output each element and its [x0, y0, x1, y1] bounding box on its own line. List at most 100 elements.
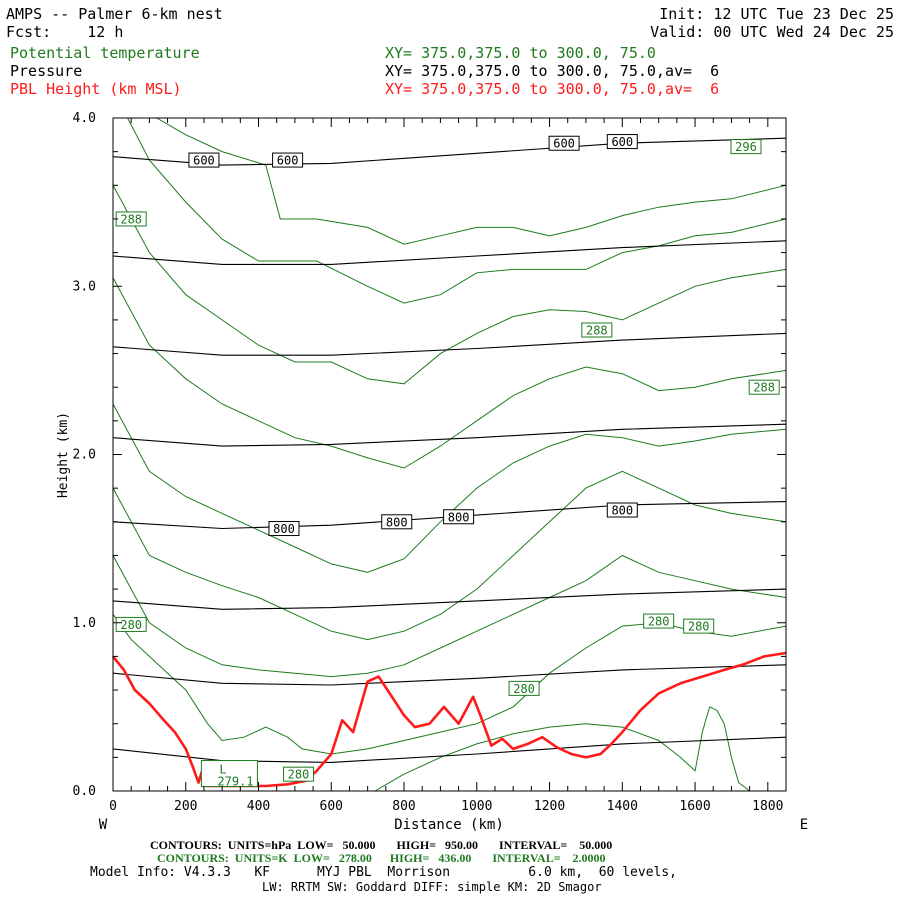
- field-name-pressure: Pressure: [10, 62, 83, 80]
- y-axis-label: Height (km): [56, 412, 71, 498]
- theta-label-5: 280: [643, 613, 675, 629]
- valid-time: Valid: 00 UTC Wed 24 Dec 25: [650, 23, 894, 41]
- pressure-label-5-box: [381, 514, 413, 530]
- theta-label-6: 280: [683, 618, 715, 634]
- theta-label-2: 288: [581, 322, 613, 338]
- x-tick-label: 200: [174, 799, 197, 814]
- pressure-contour-line-6: [112, 664, 787, 686]
- theta-label-4-box: [115, 616, 147, 632]
- pressure-label-1-text: 600: [277, 154, 299, 168]
- x-tick-label: 800: [392, 799, 415, 814]
- y-tick-label: 1.0: [73, 616, 96, 631]
- pressure-contour-line-5: [112, 588, 787, 610]
- model-info: Model Info: V4.3.3 KF MYJ PBL Morrison 6…: [90, 865, 677, 880]
- field-name-pbl: PBL Height (km MSL): [10, 80, 182, 98]
- pressure-label-4-text: 800: [273, 522, 295, 536]
- y-tick-label: 0.0: [73, 784, 96, 799]
- theta-label-4: 280: [115, 616, 147, 632]
- physics-info: LW: RRTM SW: Goddard DIFF: simple KM: 2D…: [262, 880, 602, 894]
- pressure-label-0-box: [188, 152, 220, 168]
- pbl-height-line: [111, 651, 787, 788]
- x-tick-label: 1800: [752, 799, 783, 814]
- x-tick-label: 1000: [461, 799, 492, 814]
- pressure-label-3-text: 600: [611, 135, 633, 149]
- theta-label-4-text: 280: [120, 618, 142, 632]
- pressure-label-7-text: 800: [611, 504, 633, 518]
- pressure-label-7: 800: [606, 502, 638, 518]
- theta-label-3-text: 288: [753, 381, 775, 395]
- pressure-contour-line-3: [112, 423, 787, 447]
- theta-contour-info: CONTOURS: UNITS=K LOW= 278.00 HIGH= 436.…: [157, 851, 606, 865]
- pressure-label-4: 800: [268, 521, 300, 537]
- init-time: Init: 12 UTC Tue 23 Dec 25: [659, 5, 894, 23]
- pressure-label-3: 600: [606, 134, 638, 150]
- y-tick-label: 4.0: [73, 111, 96, 126]
- plot-title: AMPS -- Palmer 6-km nest: [6, 5, 223, 23]
- theta-contour-line-1: [127, 117, 787, 304]
- theta-contour-line-5: [112, 470, 787, 641]
- x-tick-label: 1400: [607, 799, 638, 814]
- theta-label-0-box: [730, 139, 762, 155]
- x-tick-label: 600: [320, 799, 343, 814]
- theta-label-8-box: [283, 766, 315, 782]
- x-tick-label: 0: [109, 799, 117, 814]
- pressure-label-5: 800: [381, 514, 413, 530]
- theta-label-1: 288: [115, 211, 147, 227]
- theta-contour-line-7: [112, 614, 787, 755]
- x-axis-label: Distance (km): [394, 817, 504, 833]
- west-label: W: [99, 817, 108, 833]
- theta-low-letter: L: [219, 763, 226, 777]
- theta-contours: [112, 117, 787, 792]
- theta-label-5-text: 280: [648, 615, 670, 629]
- theta-label-7-text: 280: [513, 682, 535, 696]
- theta-label-7-box: [508, 680, 540, 696]
- theta-label-0-text: 296: [735, 140, 757, 154]
- pressure-label-0: 600: [188, 152, 220, 168]
- theta-label-5-box: [643, 613, 675, 629]
- field-xy-pbl: XY= 375.0,375.0 to 300.0, 75.0,av= 6: [385, 80, 720, 98]
- pressure-contour-line-7: [112, 736, 787, 763]
- theta-label-0: 296: [730, 139, 762, 155]
- pressure-contour-line-1: [112, 240, 787, 265]
- pressure-label-2-text: 600: [553, 137, 575, 151]
- pressure-label-6-text: 800: [448, 510, 470, 524]
- pressure-label-1-box: [272, 152, 304, 168]
- pressure-label-0-text: 600: [193, 154, 215, 168]
- pressure-contour-info: CONTOURS: UNITS=hPa LOW= 50.000 HIGH= 95…: [150, 838, 613, 852]
- contour-labels: 600 600 600 600 800 800 800 800 296 288 288 288 280 2…: [115, 134, 780, 789]
- y-tick-label: 2.0: [73, 448, 96, 463]
- theta-contour-line-8: [374, 706, 750, 792]
- east-label: E: [800, 817, 808, 833]
- theta-label-8: 280: [283, 766, 315, 782]
- pressure-label-4-box: [268, 521, 300, 537]
- theta-label-6-text: 280: [688, 620, 710, 634]
- theta-low-marker-box: [200, 760, 258, 788]
- pressure-label-6: 800: [443, 509, 475, 525]
- pbl-height-series: [111, 651, 787, 788]
- pressure-label-6-box: [443, 509, 475, 525]
- field-xy-theta: XY= 375.0,375.0 to 300.0, 75.0: [385, 44, 656, 62]
- plot-frame: [112, 117, 787, 792]
- theta-label-3: 288: [748, 379, 780, 395]
- pressure-label-7-box: [606, 502, 638, 518]
- theta-label-3-box: [748, 379, 780, 395]
- pressure-label-2: 600: [548, 135, 580, 151]
- x-tick-label: 400: [247, 799, 270, 814]
- theta-label-6-box: [683, 618, 715, 634]
- pressure-contour-line-2: [112, 332, 787, 356]
- pressure-label-1: 600: [272, 152, 304, 168]
- theta-label-8-text: 280: [288, 768, 310, 782]
- theta-contour-line-0: [156, 117, 787, 245]
- field-xy-pressure: XY= 375.0,375.0 to 300.0, 75.0,av= 6: [385, 62, 720, 80]
- pressure-label-3-box: [606, 134, 638, 150]
- theta-low-value: 279.1: [217, 775, 253, 789]
- pressure-contours: [112, 137, 787, 763]
- y-tick-label: 3.0: [73, 279, 96, 294]
- theta-label-7: 280: [508, 680, 540, 696]
- pressure-label-2-box: [548, 135, 580, 151]
- forecast-hour: Fcst: 12 h: [6, 23, 124, 41]
- field-name-theta: Potential temperature: [10, 44, 200, 62]
- theta-label-1-text: 288: [120, 212, 142, 226]
